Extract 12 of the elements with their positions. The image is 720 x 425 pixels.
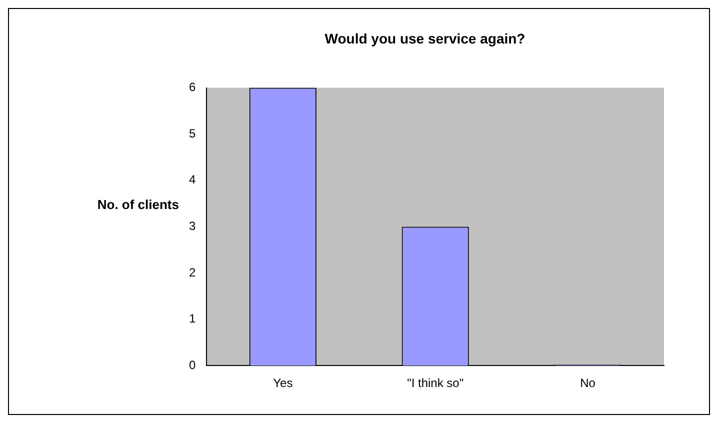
y-tick-label: 5 [188,126,196,140]
y-axis-title: No. of clients [96,197,179,212]
y-tick-label: 2 [188,265,196,280]
y-tick-label: 3 [188,219,196,234]
y-tick-label: 1 [188,312,196,326]
x-tick-label: Yes [273,376,293,390]
y-tick-label: 6 [188,80,196,94]
chart-title: Would you use service again? [324,30,526,46]
x-tick-label: "I think so" [407,376,464,390]
y-tick-label: 0 [188,358,196,372]
y-tick-label: 4 [188,172,196,187]
x-tick-label: No [580,376,596,390]
